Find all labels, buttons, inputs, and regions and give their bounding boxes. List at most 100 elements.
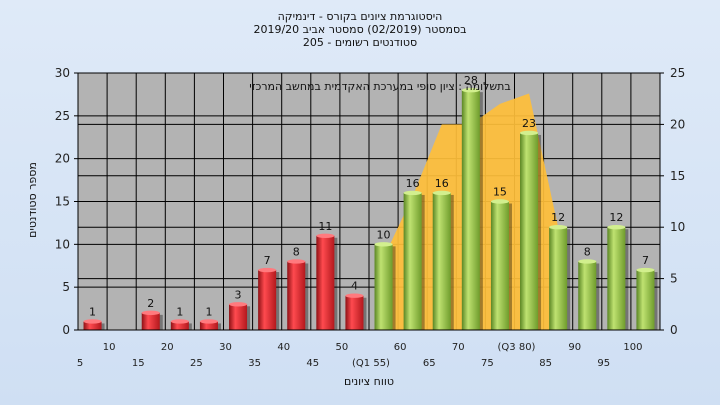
bar-top (258, 267, 277, 273)
bar-value-label: 4 (351, 280, 358, 293)
bar-value-label: 10 (377, 228, 391, 241)
bar-top (490, 199, 509, 204)
x-axis-label: טווח ציונים (344, 375, 394, 388)
bar-value-label: 8 (293, 245, 300, 258)
bar-top (229, 302, 248, 307)
x-tick-label: (Q3 80) (498, 342, 536, 353)
bar-top (636, 267, 655, 273)
bar-series (83, 87, 658, 330)
bar-top (287, 259, 306, 264)
y-tick-label-left: 10 (55, 237, 70, 251)
title-line-1: היסטוגרמת ציונים בקורס - דינמיקה (277, 10, 443, 23)
bar-top (607, 225, 626, 230)
bar-top (83, 319, 102, 324)
chart-title: היסטוגרמת ציונים בקורס - דינמיקה בסמסטר … (0, 10, 720, 49)
y-tick-label-right: 15 (670, 169, 685, 183)
x-tick-label: 50 (336, 342, 349, 353)
bar-value-label: 2 (147, 297, 154, 310)
x-tick-label: 20 (161, 342, 174, 353)
bar (461, 90, 480, 330)
y-tick-label-left: 30 (55, 66, 70, 80)
bar (258, 270, 277, 330)
bar (520, 132, 539, 330)
y-tick-label-right: 0 (670, 323, 678, 337)
x-tick-label: 100 (623, 342, 642, 353)
bar (287, 261, 306, 330)
x-tick-label: 40 (277, 342, 290, 353)
bar-value-label: 3 (235, 288, 242, 301)
x-tick-label: 70 (452, 342, 465, 353)
y-tick-label-left: 0 (62, 323, 70, 337)
axes: 0 5 10 15 20 25 30 0 5 10 15 20 25 5 15 25 35 45 (Q1 55) 65… (55, 66, 686, 369)
bar-top (549, 225, 568, 230)
y-tick-label-right: 20 (670, 117, 685, 131)
bar (316, 235, 335, 330)
bar-value-label: 1 (176, 305, 183, 318)
x-tick-label: 65 (423, 358, 436, 369)
x-tick-label: 35 (248, 358, 261, 369)
y-tick-label-left: 5 (62, 280, 70, 294)
bar-top (374, 242, 393, 247)
x-tick-label: (Q1 55) (352, 358, 390, 369)
bar-top (170, 319, 189, 324)
x-tick-label: 85 (539, 358, 552, 369)
bar (229, 304, 248, 330)
x-tick-label: 90 (568, 342, 581, 353)
x-tick-label: 25 (190, 358, 203, 369)
x-tick-label: 30 (219, 342, 232, 353)
bar-top (520, 130, 539, 136)
x-tick-label: 5 (77, 358, 83, 369)
bar-value-label: 16 (435, 177, 449, 190)
bar-top (403, 190, 422, 196)
bar-top (141, 310, 160, 316)
bar-value-label: 28 (464, 74, 478, 87)
bar (141, 312, 160, 330)
x-tick-label: 45 (306, 358, 319, 369)
bar-value-label: 1 (205, 305, 212, 318)
bar (636, 270, 655, 330)
bar-value-label: 12 (551, 211, 565, 224)
bar-value-label: 15 (493, 186, 507, 199)
bar (83, 321, 102, 330)
bar-value-label: 23 (522, 117, 536, 130)
x-tick-label: 95 (597, 358, 610, 369)
y-axis-label: מספר סטודנטים (26, 162, 39, 238)
y-tick-label-right: 25 (670, 66, 685, 80)
bar (199, 321, 218, 330)
bar-top (461, 87, 480, 93)
bar-top (432, 190, 451, 196)
bar-value-label: 7 (642, 254, 649, 267)
bar (374, 244, 393, 330)
x-tick-label: 10 (103, 342, 116, 353)
x-tick-label: 15 (132, 358, 145, 369)
y-tick-label-left: 20 (55, 152, 70, 166)
title-line-2: בסמסטר (02/2019) סמסטר אביב 2019/20 (253, 23, 467, 36)
bar (578, 261, 597, 330)
bar-value-label: 8 (584, 245, 591, 258)
y-tick-label-right: 5 (670, 272, 678, 286)
bar (403, 192, 422, 330)
y-tick-label-left: 15 (55, 195, 70, 209)
bar-value-label: 11 (318, 220, 332, 233)
bar (607, 227, 626, 330)
bar-top (199, 319, 218, 324)
title-line-3: סטודנטים רשומים - 205 (302, 36, 418, 49)
bar-value-label: 7 (264, 254, 271, 267)
grid-lines (77, 72, 661, 331)
y-tick-label-right: 10 (670, 220, 685, 234)
y-tick-label-left: 25 (55, 109, 70, 123)
bar-value-label: 16 (406, 177, 420, 190)
x-tick-label: 60 (394, 342, 407, 353)
bar-top (345, 293, 364, 298)
bar (490, 201, 509, 330)
bar (549, 227, 568, 330)
x-tick-label: 75 (481, 358, 494, 369)
bar (170, 321, 189, 330)
bar-top (316, 233, 335, 238)
bar (432, 192, 451, 330)
chart-annotation: בתשלומה : ציון סופי במערכת האקדמית במחשב… (249, 80, 511, 93)
bar-value-label: 1 (89, 305, 96, 318)
bar-value-label: 12 (609, 211, 623, 224)
